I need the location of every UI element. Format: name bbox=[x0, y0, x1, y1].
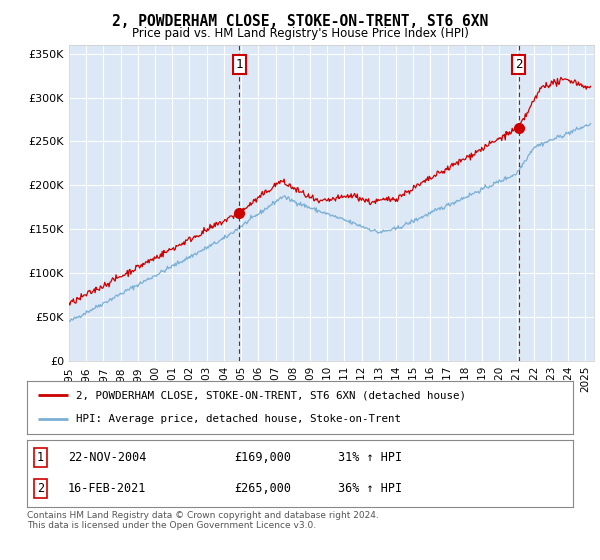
Text: Contains HM Land Registry data © Crown copyright and database right 2024.
This d: Contains HM Land Registry data © Crown c… bbox=[27, 511, 379, 530]
Text: 2: 2 bbox=[515, 58, 523, 71]
Text: 31% ↑ HPI: 31% ↑ HPI bbox=[338, 451, 403, 464]
Text: £169,000: £169,000 bbox=[235, 451, 292, 464]
Text: 2: 2 bbox=[37, 482, 44, 495]
Text: HPI: Average price, detached house, Stoke-on-Trent: HPI: Average price, detached house, Stok… bbox=[76, 414, 401, 424]
Text: 1: 1 bbox=[236, 58, 243, 71]
Text: 16-FEB-2021: 16-FEB-2021 bbox=[68, 482, 146, 495]
Text: 22-NOV-2004: 22-NOV-2004 bbox=[68, 451, 146, 464]
Text: 2, POWDERHAM CLOSE, STOKE-ON-TRENT, ST6 6XN: 2, POWDERHAM CLOSE, STOKE-ON-TRENT, ST6 … bbox=[112, 14, 488, 29]
Text: 1: 1 bbox=[37, 451, 44, 464]
Text: £265,000: £265,000 bbox=[235, 482, 292, 495]
Text: Price paid vs. HM Land Registry's House Price Index (HPI): Price paid vs. HM Land Registry's House … bbox=[131, 27, 469, 40]
Text: 36% ↑ HPI: 36% ↑ HPI bbox=[338, 482, 403, 495]
Text: 2, POWDERHAM CLOSE, STOKE-ON-TRENT, ST6 6XN (detached house): 2, POWDERHAM CLOSE, STOKE-ON-TRENT, ST6 … bbox=[76, 390, 466, 400]
